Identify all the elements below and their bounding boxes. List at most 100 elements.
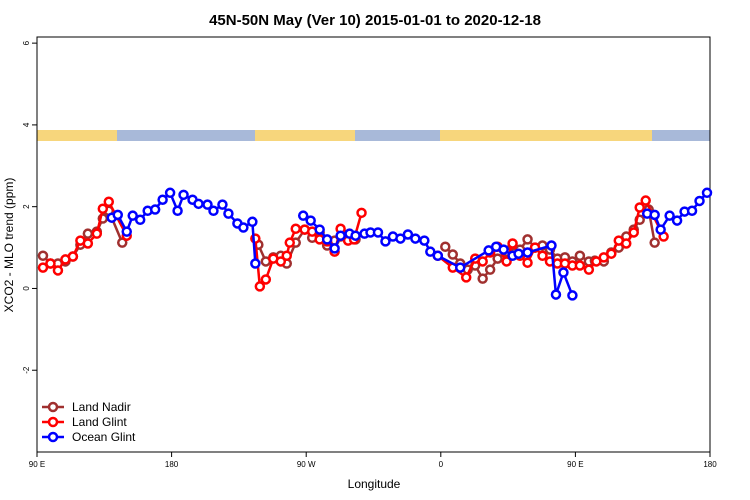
point — [281, 250, 293, 261]
point — [127, 210, 138, 221]
point — [447, 249, 459, 260]
point — [537, 250, 548, 261]
land-strip — [440, 130, 652, 141]
land-strip — [255, 130, 355, 141]
point — [550, 289, 562, 300]
point — [655, 224, 666, 235]
point — [558, 267, 569, 278]
point — [350, 230, 361, 241]
point — [157, 194, 168, 205]
x-tick-label: 180 — [165, 460, 179, 469]
y-axis-label: XCO2 - MLO trend (ppm) — [2, 178, 16, 313]
point — [45, 258, 56, 269]
point — [410, 233, 421, 244]
point — [649, 209, 660, 221]
point — [498, 244, 509, 255]
land-strip — [37, 130, 117, 141]
point — [522, 257, 533, 268]
point — [275, 256, 287, 267]
point — [305, 215, 316, 226]
point — [91, 228, 103, 239]
point — [67, 251, 79, 262]
y-tick-label: 4 — [22, 122, 31, 127]
point — [694, 195, 705, 207]
point — [103, 196, 115, 208]
point — [574, 260, 586, 271]
y-tick-label: 2 — [22, 204, 31, 209]
point — [208, 205, 219, 217]
point — [664, 210, 675, 221]
point — [134, 214, 146, 226]
y-tick-label: -2 — [22, 366, 31, 374]
point — [522, 234, 533, 245]
point — [202, 199, 213, 210]
point — [606, 248, 617, 259]
point — [492, 253, 503, 264]
x-tick-label: 90 W — [297, 460, 316, 469]
point — [321, 234, 333, 245]
point — [254, 281, 266, 292]
point — [52, 265, 64, 276]
x-tick-label: 90 E — [567, 460, 583, 469]
point — [149, 204, 161, 215]
point — [112, 209, 124, 221]
point — [574, 250, 586, 261]
point — [164, 187, 176, 199]
point — [477, 256, 488, 267]
point — [116, 237, 128, 248]
y-tick-label: 0 — [22, 286, 31, 291]
x-axis-label: Longitude — [348, 477, 401, 491]
point — [37, 262, 49, 273]
point — [440, 241, 451, 252]
point — [522, 247, 533, 258]
point — [172, 205, 183, 217]
point — [649, 237, 660, 248]
point — [640, 195, 651, 206]
point — [507, 238, 518, 249]
point — [178, 189, 189, 201]
point — [484, 264, 496, 275]
point — [250, 258, 261, 269]
point — [297, 210, 309, 221]
legend-label: Land Nadir — [72, 400, 131, 414]
point — [628, 227, 639, 238]
point — [356, 207, 367, 219]
legend-marker — [47, 431, 59, 443]
y-tick-label: 6 — [22, 40, 31, 45]
point — [238, 222, 249, 233]
legend-label: Ocean Glint — [72, 430, 136, 444]
point — [314, 224, 325, 235]
x-tick-label: 0 — [439, 460, 444, 469]
point — [335, 230, 346, 241]
point — [329, 243, 340, 254]
point — [425, 246, 436, 257]
ocean-strip — [37, 130, 710, 141]
point — [591, 256, 602, 267]
point — [217, 199, 228, 210]
point — [380, 236, 391, 247]
point — [372, 227, 384, 238]
point — [193, 198, 204, 210]
legend-label: Land Glint — [72, 415, 127, 429]
point — [671, 215, 683, 226]
point — [82, 238, 94, 249]
point — [432, 250, 444, 261]
point — [620, 238, 632, 249]
point — [513, 248, 524, 259]
point — [284, 237, 295, 248]
map-strip — [37, 130, 710, 141]
point — [395, 233, 406, 244]
point — [37, 250, 49, 261]
point — [477, 273, 488, 284]
point — [260, 274, 272, 285]
point — [567, 290, 578, 301]
legend-marker — [47, 416, 59, 428]
point — [82, 228, 94, 239]
point — [121, 226, 132, 237]
plot-frame — [36, 36, 711, 453]
point — [419, 235, 430, 246]
point — [546, 240, 557, 251]
point — [97, 203, 109, 214]
point — [501, 256, 512, 267]
